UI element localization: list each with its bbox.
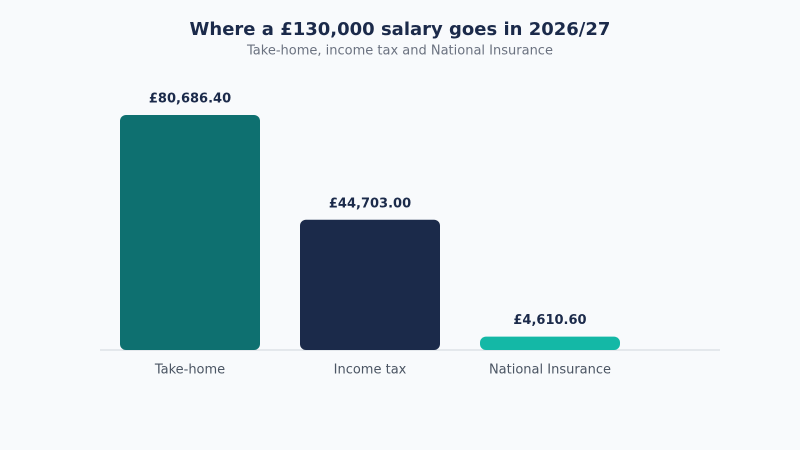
value-label: £44,703.00: [329, 196, 411, 211]
x-tick-label: Income tax: [334, 363, 407, 378]
chart-subtitle: Take-home, income tax and National Insur…: [246, 44, 553, 59]
value-label: £80,686.40: [149, 92, 231, 107]
bar: [300, 219, 440, 350]
value-label: £4,610.60: [513, 313, 586, 328]
x-tick-label: National Insurance: [489, 363, 611, 378]
bar: [120, 115, 260, 350]
bar: [480, 336, 620, 350]
chart-title: Where a £130,000 salary goes in 2026/27: [190, 19, 611, 40]
x-tick-label: Take-home: [154, 363, 225, 378]
